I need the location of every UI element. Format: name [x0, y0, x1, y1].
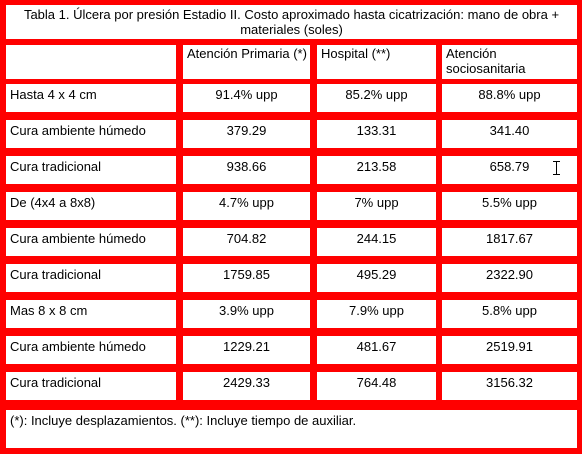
row-value: 5.5% upp — [442, 192, 577, 220]
row-label: Hasta 4 x 4 cm — [6, 84, 176, 112]
row-label: Cura tradicional — [6, 372, 176, 400]
row-value: 764.48 — [317, 372, 436, 400]
row-label: Cura ambiente húmedo — [6, 228, 176, 256]
text-cursor-icon — [553, 161, 561, 175]
row-value: 3156.32 — [442, 372, 577, 400]
row-value: 91.4% upp — [183, 84, 310, 112]
row-value: 2429.33 — [183, 372, 310, 400]
row-value: 2322.90 — [442, 264, 577, 292]
row-value: 341.40 — [442, 120, 577, 148]
row-value: 1759.85 — [183, 264, 310, 292]
row-label: Mas 8 x 8 cm — [6, 300, 176, 328]
row-value: 88.8% upp — [442, 84, 577, 112]
header-atencion-sociosanitaria: Atención sociosanitaria — [442, 45, 577, 79]
header-atencion-primaria: Atención Primaria (*) — [183, 45, 310, 79]
row-value: 379.29 — [183, 120, 310, 148]
row-value: 5.8% upp — [442, 300, 577, 328]
row-value: 213.58 — [317, 156, 436, 184]
row-value: 1229.21 — [183, 336, 310, 364]
row-value: 244.15 — [317, 228, 436, 256]
row-label: Cura ambiente húmedo — [6, 120, 176, 148]
table-title: Tabla 1. Úlcera por presión Estadio II. … — [6, 5, 577, 39]
row-value: 658.79 — [442, 156, 577, 184]
row-value: 481.67 — [317, 336, 436, 364]
row-label: Cura ambiente húmedo — [6, 336, 176, 364]
row-value: 704.82 — [183, 228, 310, 256]
row-value: 4.7% upp — [183, 192, 310, 220]
header-empty-cell — [6, 45, 176, 79]
row-value: 495.29 — [317, 264, 436, 292]
row-value: 85.2% upp — [317, 84, 436, 112]
row-value: 7.9% upp — [317, 300, 436, 328]
row-value: 133.31 — [317, 120, 436, 148]
row-value: 3.9% upp — [183, 300, 310, 328]
row-value: 7% upp — [317, 192, 436, 220]
header-hospital: Hospital (**) — [317, 45, 436, 79]
row-value: 2519.91 — [442, 336, 577, 364]
row-label: Cura tradicional — [6, 156, 176, 184]
row-value: 938.66 — [183, 156, 310, 184]
row-label: De (4x4 a 8x8) — [6, 192, 176, 220]
row-value: 1817.67 — [442, 228, 577, 256]
row-label: Cura tradicional — [6, 264, 176, 292]
table-footnote: (*): Incluye desplazamientos. (**): Incl… — [6, 410, 577, 448]
